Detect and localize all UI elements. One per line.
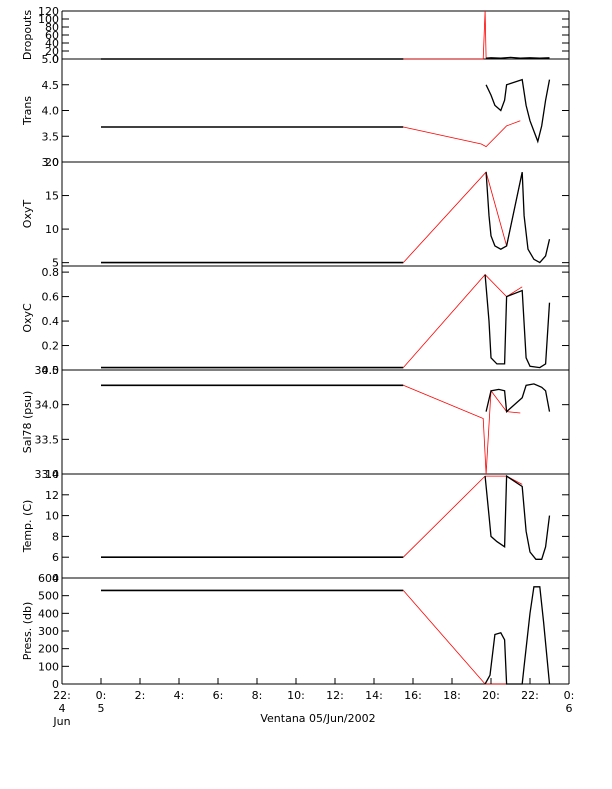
- dropouts-ytick-label: 120: [38, 5, 59, 18]
- temp-ytick-label: 10: [45, 510, 59, 523]
- trans-ytick-label: 5.0: [42, 53, 60, 66]
- temp-ytick-label: 12: [45, 489, 59, 502]
- xtick-label: 22:: [53, 689, 71, 702]
- xtick-label: 20:: [482, 689, 500, 702]
- temp-ytick-label: 14: [45, 468, 59, 481]
- trans-ytick-label: 3.5: [42, 130, 60, 143]
- xtick-label: 4:: [174, 689, 185, 702]
- dropouts-ytick-label: 60: [45, 29, 59, 42]
- press-series-black-2: [484, 586, 551, 685]
- dropouts-ytick-label: 40: [45, 37, 59, 50]
- sal78-ytick-label: 33.5: [35, 433, 60, 446]
- xtick-label: 10:: [287, 689, 305, 702]
- press-ytick-label: 200: [38, 643, 59, 656]
- oxyt-ytick-label: 15: [45, 190, 59, 203]
- xtick-label: 0:: [96, 689, 107, 702]
- oxyc-ytick-label: 0.8: [42, 266, 60, 279]
- xtick-label: 14:: [365, 689, 383, 702]
- oxyt-series-red-1: [403, 171, 523, 263]
- dropouts-series-red-1: [403, 10, 491, 60]
- oxyc-ytick-label: 0.2: [42, 340, 60, 353]
- sal78-series-black-2: [485, 383, 551, 413]
- dropouts-ytick-label: 20: [45, 45, 59, 58]
- oxyc-ytick-label: 0.0: [42, 364, 60, 377]
- oxyt-ytick-label: 10: [45, 223, 59, 236]
- oxyc-ytick-label: 0.6: [42, 291, 60, 304]
- sal78-ytick-label: 34.5: [35, 364, 60, 377]
- trans-series-red-1: [403, 120, 521, 148]
- xtick-sublabel: 6: [566, 702, 573, 715]
- trans-series-black-2: [485, 78, 551, 144]
- sal78-ylabel: Sal78 (psu): [21, 391, 34, 454]
- xtick-label: 6:: [213, 689, 224, 702]
- trans-ytick-label: 4.0: [42, 105, 60, 118]
- sal78-series-red-1: [403, 384, 521, 475]
- trans-ylabel: Trans: [21, 96, 34, 126]
- xtick-label: 18:: [443, 689, 461, 702]
- press-ytick-label: 500: [38, 590, 59, 603]
- press-ytick-label: 600: [38, 572, 59, 585]
- press-ytick-label: 300: [38, 625, 59, 638]
- dropouts-ytick-label: 100: [38, 13, 59, 26]
- dropouts-ytick-label: 0: [52, 53, 59, 66]
- trans-ytick-label: 4.5: [42, 79, 60, 92]
- xtick-sublabel: Jun: [52, 715, 70, 728]
- sal78-ytick-label: 34.0: [35, 399, 60, 412]
- xtick-label: 0:: [564, 689, 575, 702]
- xtick-sublabel: 4: [59, 702, 66, 715]
- oxyt-series-black-2: [485, 171, 551, 264]
- figure-title: Ventana 05/Jun/2002: [260, 712, 375, 725]
- temp-ylabel: Temp. (C): [21, 500, 34, 554]
- temp-ytick-label: 4: [52, 572, 59, 585]
- press-series-red-1: [402, 590, 523, 685]
- dropouts-ytick-label: 80: [45, 21, 59, 34]
- trans-ytick-label: 3.0: [42, 156, 60, 169]
- temp-series-red-1: [403, 475, 523, 558]
- press-ytick-label: 400: [38, 607, 59, 620]
- press-ytick-label: 100: [38, 660, 59, 673]
- dropouts-series-black-2: [486, 56, 550, 59]
- press-ylabel: Press. (db): [21, 602, 34, 661]
- oxyt-ylabel: OxyT: [21, 200, 34, 229]
- dropouts-ylabel: Dropouts: [21, 10, 34, 60]
- temp-ytick-label: 8: [52, 530, 59, 543]
- oxyc-ytick-label: 0.4: [42, 315, 60, 328]
- sal78-ytick-label: 33.0: [35, 468, 60, 481]
- temp-ytick-label: 6: [52, 551, 59, 564]
- oxyc-ylabel: OxyC: [21, 303, 34, 333]
- temp-series-black-2: [484, 474, 551, 560]
- oxyt-ytick-label: 20: [45, 156, 59, 169]
- xtick-label: 8:: [252, 689, 263, 702]
- xtick-sublabel: 5: [98, 702, 105, 715]
- xtick-label: 16:: [404, 689, 422, 702]
- oxyt-ytick-label: 5: [52, 257, 59, 270]
- xtick-label: 2:: [135, 689, 146, 702]
- oxyc-series-red-1: [402, 274, 523, 368]
- xtick-label: 22:: [521, 689, 539, 702]
- oxyc-series-black-2: [484, 274, 551, 369]
- press-ytick-label: 0: [52, 678, 59, 691]
- xtick-label: 12:: [326, 689, 344, 702]
